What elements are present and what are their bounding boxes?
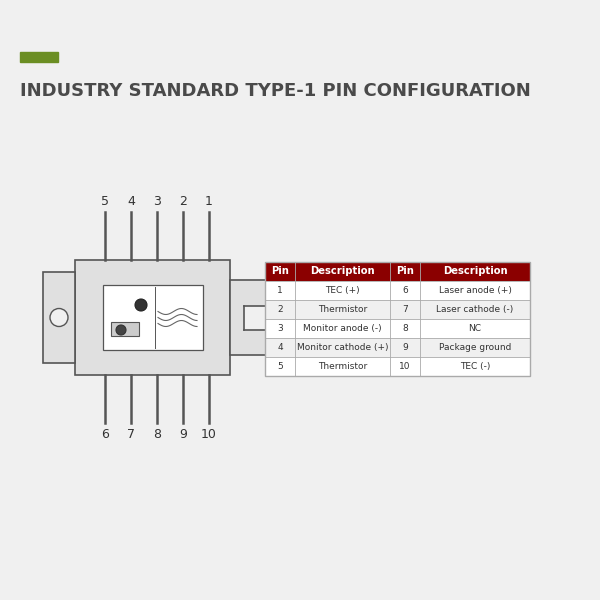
Text: Thermistor: Thermistor — [318, 305, 367, 314]
Bar — [43, 272, 75, 363]
Text: NC: NC — [469, 324, 482, 333]
Text: TEC (+): TEC (+) — [325, 286, 360, 295]
Bar — [265, 319, 530, 338]
Text: 5: 5 — [101, 195, 109, 208]
Text: 7: 7 — [402, 305, 408, 314]
Text: 3: 3 — [277, 324, 283, 333]
Text: Description: Description — [310, 266, 375, 277]
Text: 8: 8 — [153, 428, 161, 441]
Text: 2: 2 — [277, 305, 283, 314]
Text: Laser cathode (-): Laser cathode (-) — [436, 305, 514, 314]
Text: Laser anode (+): Laser anode (+) — [439, 286, 511, 295]
Bar — [265, 262, 530, 281]
Text: Pin: Pin — [271, 266, 289, 277]
Text: 10: 10 — [201, 428, 217, 441]
Text: 1: 1 — [277, 286, 283, 295]
Text: 3: 3 — [153, 195, 161, 208]
Bar — [265, 262, 530, 376]
Text: 9: 9 — [179, 428, 187, 441]
Text: 4: 4 — [127, 195, 135, 208]
Bar — [265, 281, 530, 300]
Text: Pin: Pin — [396, 266, 414, 277]
Bar — [230, 280, 272, 355]
Text: Monitor anode (-): Monitor anode (-) — [303, 324, 382, 333]
Text: Monitor cathode (+): Monitor cathode (+) — [297, 343, 388, 352]
Text: Description: Description — [443, 266, 508, 277]
Text: TEC (-): TEC (-) — [460, 362, 490, 371]
Bar — [103, 285, 203, 350]
Bar — [265, 338, 530, 357]
Bar — [265, 357, 530, 376]
Circle shape — [116, 325, 126, 335]
Text: 6: 6 — [402, 286, 408, 295]
Text: 2: 2 — [179, 195, 187, 208]
Bar — [111, 322, 139, 336]
Text: INDUSTRY STANDARD TYPE-1 PIN CONFIGURATION: INDUSTRY STANDARD TYPE-1 PIN CONFIGURATI… — [20, 82, 531, 100]
Bar — [20, 52, 58, 62]
Text: 9: 9 — [402, 343, 408, 352]
Text: 1: 1 — [205, 195, 213, 208]
Bar — [265, 300, 530, 319]
Text: 7: 7 — [127, 428, 135, 441]
Bar — [244, 305, 273, 329]
Circle shape — [135, 299, 147, 311]
Text: 8: 8 — [402, 324, 408, 333]
Circle shape — [50, 308, 68, 326]
Text: 4: 4 — [277, 343, 283, 352]
Bar — [75, 260, 230, 375]
Text: Thermistor: Thermistor — [318, 362, 367, 371]
Text: 5: 5 — [277, 362, 283, 371]
Text: Package ground: Package ground — [439, 343, 511, 352]
Text: 6: 6 — [101, 428, 109, 441]
Text: 10: 10 — [399, 362, 411, 371]
